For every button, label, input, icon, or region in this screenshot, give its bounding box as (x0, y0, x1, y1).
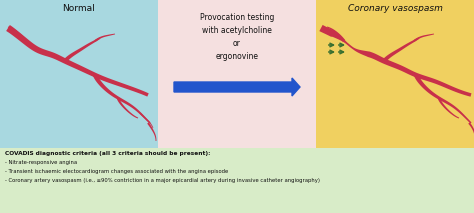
Text: - Transient ischaemic electocardiogram changes associated with the angina episod: - Transient ischaemic electocardiogram c… (5, 169, 228, 174)
Text: - Coronary artery vasospasm (i.e., ≥90% contriction in a major epicardial artery: - Coronary artery vasospasm (i.e., ≥90% … (5, 178, 320, 183)
Polygon shape (94, 34, 115, 42)
Polygon shape (93, 74, 151, 124)
Polygon shape (6, 25, 149, 96)
FancyBboxPatch shape (316, 0, 474, 148)
Polygon shape (383, 37, 419, 62)
Polygon shape (139, 112, 153, 128)
Text: Provocation testing: Provocation testing (200, 13, 274, 22)
Polygon shape (8, 27, 26, 42)
Polygon shape (117, 98, 138, 118)
Polygon shape (147, 122, 156, 141)
Polygon shape (414, 74, 472, 124)
Text: with acetylcholine: with acetylcholine (202, 26, 272, 35)
FancyBboxPatch shape (158, 0, 316, 148)
Polygon shape (327, 27, 345, 42)
FancyBboxPatch shape (0, 148, 474, 213)
FancyBboxPatch shape (0, 0, 158, 148)
Text: or: or (233, 39, 241, 48)
Text: Coronary vasospasm: Coronary vasospasm (347, 4, 442, 13)
Polygon shape (64, 37, 100, 62)
Text: - Nitrate-responsive angina: - Nitrate-responsive angina (5, 160, 77, 165)
Text: ergonovine: ergonovine (216, 52, 258, 61)
Text: COVADIS diagnostic criteria (all 3 criteria should be present):: COVADIS diagnostic criteria (all 3 crite… (5, 151, 210, 156)
Polygon shape (174, 78, 300, 96)
Polygon shape (468, 122, 474, 141)
Polygon shape (413, 34, 434, 42)
Polygon shape (438, 98, 459, 118)
Text: Normal: Normal (63, 4, 95, 13)
Polygon shape (319, 25, 472, 97)
